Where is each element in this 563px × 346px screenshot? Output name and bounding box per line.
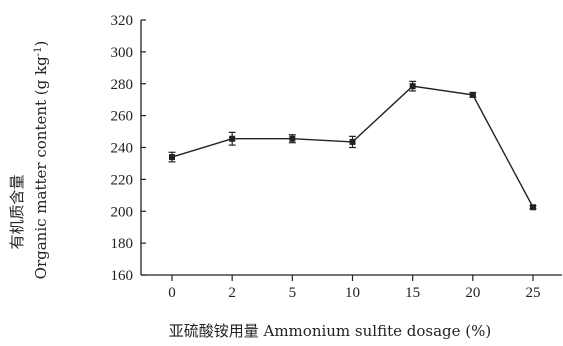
- x-tick-label: 15: [405, 285, 420, 301]
- y-axis-title-cn: 有机质含量: [8, 174, 26, 249]
- data-point: [229, 135, 236, 142]
- y-axis-title-en-main: Organic matter content (g kg: [32, 56, 50, 279]
- y-tick-label: 260: [111, 109, 134, 125]
- x-axis: 0 2 5 10 15 20 25: [141, 274, 562, 301]
- y-tick-label: 300: [111, 45, 134, 61]
- data-point: [409, 83, 416, 90]
- y-axis-title-cn-group: 有机质含量: [8, 174, 26, 249]
- y-tick-label: 280: [111, 77, 134, 93]
- y-axis-title-en-sup: -1: [33, 47, 44, 57]
- y-tick-label: 180: [111, 236, 134, 252]
- x-tick-label: 5: [289, 285, 297, 301]
- y-tick-label: 160: [111, 268, 134, 284]
- y-tick-label: 240: [111, 141, 134, 157]
- y-axis-title-en-close: ): [32, 41, 50, 47]
- x-tick-label: 10: [345, 285, 360, 301]
- y-tick-label: 220: [111, 172, 134, 188]
- data-point: [349, 138, 356, 145]
- data-point: [289, 135, 296, 142]
- x-axis-title: 亚硫酸铵用量 Ammonium sulfite dosage (%): [169, 322, 492, 340]
- y-axis-title-en-group: Organic matter content (g kg-1): [32, 41, 50, 280]
- y-axis-title-en: Organic matter content (g kg-1): [32, 41, 50, 280]
- x-tick-label: 2: [228, 285, 236, 301]
- y-tick-label: 200: [111, 204, 134, 220]
- data-point: [469, 91, 476, 98]
- data-point: [530, 204, 536, 211]
- y-axis: 160 180 200 220 240 260 280 300 320: [111, 13, 146, 284]
- x-tick-label: 25: [526, 285, 541, 301]
- x-tick-label: 0: [168, 285, 176, 301]
- y-tick-label: 320: [111, 13, 134, 29]
- data-point: [169, 154, 175, 161]
- x-tick-label: 20: [465, 285, 480, 301]
- series-group: [168, 80, 537, 211]
